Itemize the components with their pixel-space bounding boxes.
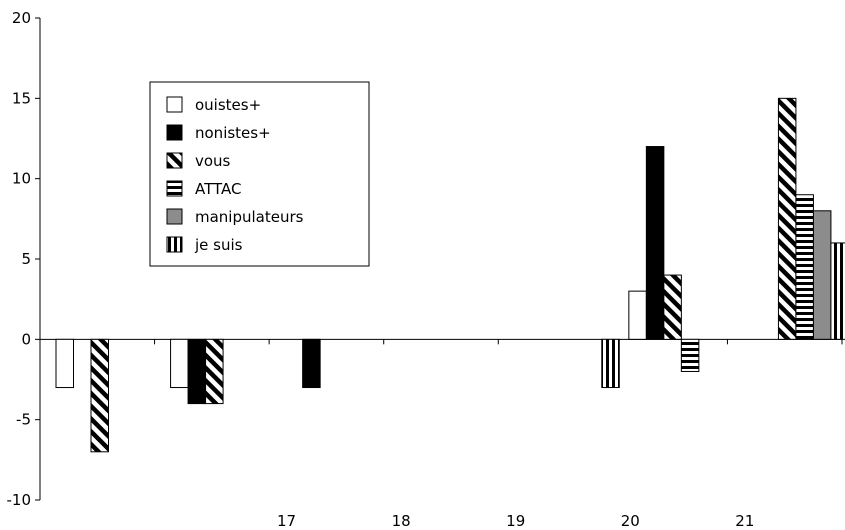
legend-box bbox=[149, 81, 370, 267]
bar-vous bbox=[777, 97, 797, 340]
y-tick-label: 0 bbox=[21, 330, 31, 348]
legend-swatch bbox=[166, 152, 183, 169]
bar-nonistes bbox=[645, 146, 665, 340]
legend-label: je suis bbox=[194, 236, 243, 254]
legend-swatch bbox=[166, 180, 183, 197]
bar-attac bbox=[680, 338, 700, 372]
bar-ouistes bbox=[170, 338, 189, 389]
y-tick-label: 10 bbox=[12, 170, 31, 188]
bar-attac bbox=[795, 194, 814, 340]
bar-ouistes bbox=[55, 338, 74, 389]
y-tick-label: 5 bbox=[21, 250, 31, 268]
legend-swatch bbox=[166, 124, 183, 141]
y-tick-label: -10 bbox=[7, 491, 32, 509]
legend: ouistes+ nonistes+ vous ATTAC manipulateurs j… bbox=[149, 81, 370, 267]
bar-ouistes bbox=[628, 290, 647, 340]
legend-label: vous bbox=[195, 152, 231, 170]
bar-manipulateurs bbox=[812, 210, 832, 340]
bar-nonistes bbox=[302, 338, 321, 389]
bars bbox=[55, 97, 845, 453]
bar-vous bbox=[205, 338, 224, 405]
x-tick-label: 20 bbox=[621, 512, 640, 530]
x-tick-label: 21 bbox=[735, 512, 754, 530]
bar-je-suis bbox=[601, 338, 620, 389]
bar-nonistes bbox=[187, 338, 207, 405]
y-tick-label: -5 bbox=[16, 411, 31, 429]
legend-label: nonistes+ bbox=[195, 124, 271, 142]
legend-swatch bbox=[166, 236, 183, 253]
legend-swatch bbox=[166, 96, 183, 113]
legend-swatch bbox=[166, 208, 183, 225]
x-tick-label: 18 bbox=[392, 512, 411, 530]
bar-je-suis bbox=[830, 242, 845, 340]
axes: -10-505101520171819202122 bbox=[7, 9, 843, 530]
y-tick-label: 15 bbox=[12, 89, 31, 107]
y-tick-label: 20 bbox=[12, 9, 31, 27]
legend-label: ouistes+ bbox=[195, 96, 261, 114]
x-tick-label: 17 bbox=[277, 512, 296, 530]
bar-vous bbox=[663, 274, 682, 340]
bar-vous bbox=[90, 338, 109, 453]
x-tick-label: 19 bbox=[506, 512, 525, 530]
legend-label: manipulateurs bbox=[195, 208, 304, 226]
legend-label: ATTAC bbox=[195, 180, 241, 198]
